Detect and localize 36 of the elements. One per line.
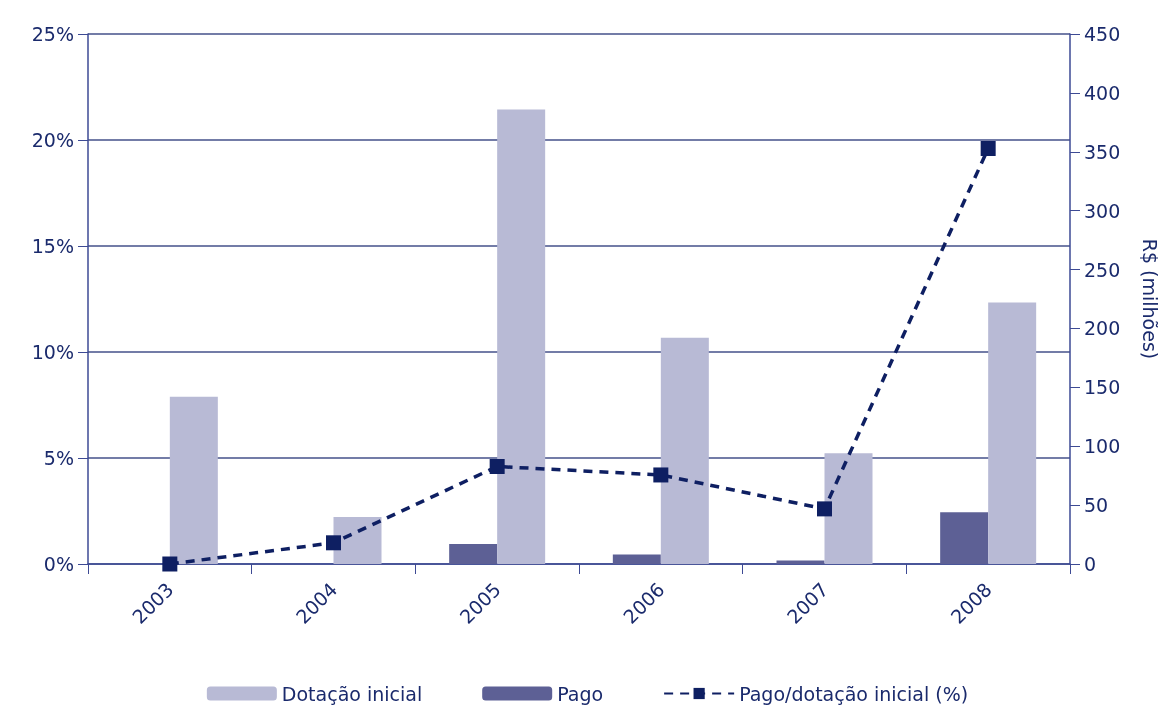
legend-label: Dotação inicial <box>281 682 423 705</box>
bar <box>988 302 1037 564</box>
y2-tick-label: 0 <box>1084 553 1097 575</box>
y-tick-label: 15% <box>31 235 74 257</box>
bar <box>612 554 661 564</box>
bar <box>824 453 873 564</box>
y-tick-label: 20% <box>31 129 74 151</box>
y-tick-label: 10% <box>31 341 74 363</box>
y2-tick-label: 100 <box>1084 435 1121 458</box>
bar <box>660 337 709 564</box>
bar <box>776 560 825 564</box>
point <box>817 501 832 517</box>
point <box>162 556 178 572</box>
point <box>980 140 996 156</box>
legend-label: Pago/dotação inicial (%) <box>739 682 969 705</box>
point <box>653 467 669 483</box>
y2-tick-label: 450 <box>1084 23 1121 45</box>
y-tick-label: 5% <box>43 447 74 469</box>
legend-label: Pago <box>557 682 604 705</box>
y2-tick-label: 400 <box>1084 81 1121 104</box>
y2-tick-label: 250 <box>1084 258 1121 281</box>
bar <box>333 516 382 564</box>
y-tick-label: 0% <box>43 553 74 575</box>
bar <box>497 109 546 564</box>
y2-tick-label: 350 <box>1084 140 1121 163</box>
point <box>489 458 505 474</box>
bar <box>169 396 218 564</box>
y2-tick-label: 200 <box>1084 317 1121 340</box>
y-tick-label: 25% <box>31 23 74 45</box>
y2-axis-title: R$ (milhões) <box>1138 238 1161 360</box>
point <box>326 535 341 551</box>
y2-tick-label: 50 <box>1084 494 1109 517</box>
bar <box>940 512 989 564</box>
y2-tick-label: 300 <box>1084 199 1121 222</box>
y2-tick-label: 150 <box>1084 376 1121 399</box>
bar <box>449 543 498 564</box>
